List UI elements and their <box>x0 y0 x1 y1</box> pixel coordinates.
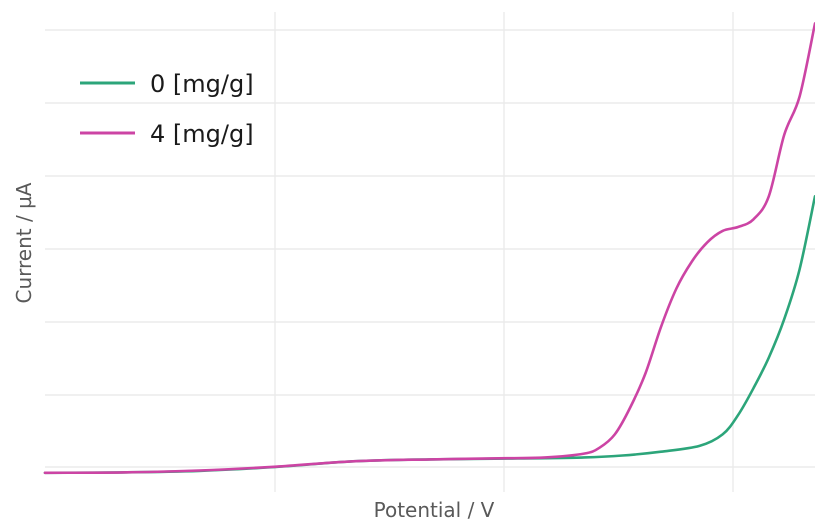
series-line-1 <box>43 195 815 475</box>
x-axis-title: Potential / V <box>374 498 495 522</box>
series-layer <box>43 22 815 475</box>
legend: 0 [mg/g] 4 [mg/g] <box>80 70 254 148</box>
y-axis-title: Current / µA <box>12 182 36 303</box>
legend-label-series-1: 0 [mg/g] <box>150 70 254 98</box>
series-line-2 <box>43 22 815 475</box>
legend-label-series-2: 4 [mg/g] <box>150 120 254 148</box>
grid <box>45 12 815 492</box>
